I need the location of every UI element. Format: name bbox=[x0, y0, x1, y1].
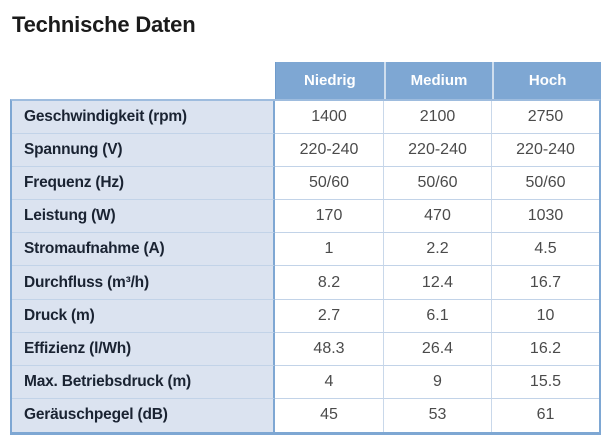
row-label: Durchfluss (m³/h) bbox=[12, 266, 275, 300]
cell-value: 45 bbox=[275, 398, 383, 432]
column-header-niedrig: Niedrig bbox=[275, 62, 384, 99]
cell-value: 9 bbox=[383, 365, 491, 399]
table-header-row: Niedrig Medium Hoch bbox=[10, 62, 601, 99]
row-label: Max. Betriebsdruck (m) bbox=[12, 365, 275, 399]
table-row: Durchfluss (m³/h) 8.2 12.4 16.7 bbox=[12, 266, 599, 300]
cell-value: 48.3 bbox=[275, 332, 383, 366]
row-label: Druck (m) bbox=[12, 299, 275, 333]
cell-value: 61 bbox=[491, 398, 599, 432]
table-row: Max. Betriebsdruck (m) 4 9 15.5 bbox=[12, 365, 599, 399]
cell-value: 50/60 bbox=[275, 167, 383, 201]
table-row: Geräuschpegel (dB) 45 53 61 bbox=[12, 398, 599, 432]
table-body: Geschwindigkeit (rpm) 1400 2100 2750 Spannun… bbox=[10, 99, 601, 435]
page-title: Technische Daten bbox=[12, 12, 196, 37]
cell-value: 170 bbox=[275, 200, 383, 234]
table-row: Druck (m) 2.7 6.1 10 bbox=[12, 299, 599, 333]
table-row: Geschwindigkeit (rpm) 1400 2100 2750 bbox=[12, 101, 599, 135]
cell-value: 2.7 bbox=[275, 299, 383, 333]
row-label: Leistung (W) bbox=[12, 200, 275, 234]
row-label: Geschwindigkeit (rpm) bbox=[12, 101, 275, 135]
cell-value: 10 bbox=[491, 299, 599, 333]
cell-value: 6.1 bbox=[383, 299, 491, 333]
cell-value: 50/60 bbox=[383, 167, 491, 201]
table-row: Effizienz (l/Wh) 48.3 26.4 16.2 bbox=[12, 332, 599, 366]
cell-value: 16.2 bbox=[491, 332, 599, 366]
cell-value: 2.2 bbox=[383, 233, 491, 267]
row-label: Spannung (V) bbox=[12, 134, 275, 168]
cell-value: 220-240 bbox=[383, 134, 491, 168]
table-row: Stromaufnahme (A) 1 2.2 4.5 bbox=[12, 233, 599, 267]
table-row: Leistung (W) 170 470 1030 bbox=[12, 200, 599, 234]
cell-value: 1030 bbox=[491, 200, 599, 234]
cell-value: 8.2 bbox=[275, 266, 383, 300]
table-row: Frequenz (Hz) 50/60 50/60 50/60 bbox=[12, 167, 599, 201]
cell-value: 50/60 bbox=[491, 167, 599, 201]
table-row: Spannung (V) 220-240 220-240 220-240 bbox=[12, 134, 599, 168]
table-header-spacer bbox=[10, 62, 275, 99]
cell-value: 2100 bbox=[383, 101, 491, 135]
cell-value: 220-240 bbox=[491, 134, 599, 168]
row-label: Geräuschpegel (dB) bbox=[12, 398, 275, 432]
column-header-medium: Medium bbox=[383, 62, 493, 99]
row-label: Frequenz (Hz) bbox=[12, 167, 275, 201]
row-label: Stromaufnahme (A) bbox=[12, 233, 275, 267]
cell-value: 220-240 bbox=[275, 134, 383, 168]
cell-value: 2750 bbox=[491, 101, 599, 135]
cell-value: 470 bbox=[383, 200, 491, 234]
cell-value: 4 bbox=[275, 365, 383, 399]
row-label: Effizienz (l/Wh) bbox=[12, 332, 275, 366]
cell-value: 53 bbox=[383, 398, 491, 432]
cell-value: 15.5 bbox=[491, 365, 599, 399]
cell-value: 26.4 bbox=[383, 332, 491, 366]
column-header-hoch: Hoch bbox=[492, 62, 601, 99]
technical-data-table: Niedrig Medium Hoch Geschwindigkeit (rpm) 1… bbox=[10, 62, 601, 435]
cell-value: 1 bbox=[275, 233, 383, 267]
cell-value: 4.5 bbox=[491, 233, 599, 267]
cell-value: 12.4 bbox=[383, 266, 491, 300]
cell-value: 16.7 bbox=[491, 266, 599, 300]
cell-value: 1400 bbox=[275, 101, 383, 135]
